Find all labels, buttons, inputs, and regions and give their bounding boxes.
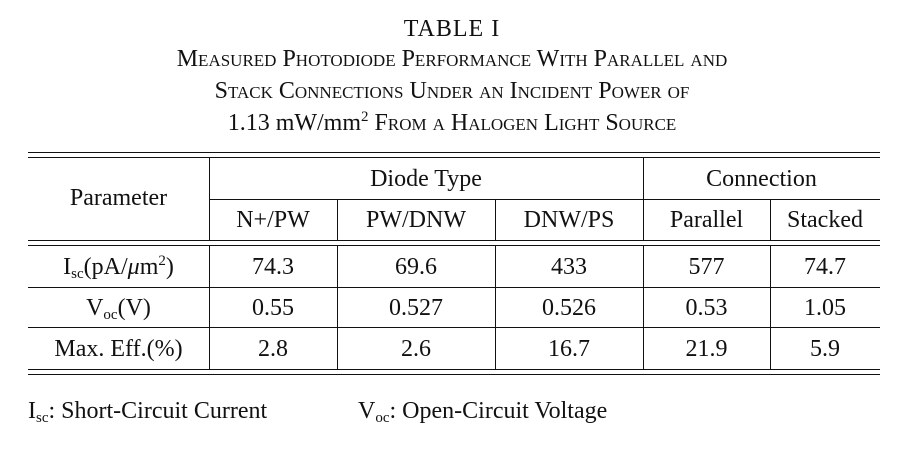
footnote-voc: Voc: Open-Circuit Voltage xyxy=(358,398,608,426)
table-cell: 21.9 xyxy=(685,336,728,362)
table-cell: 0.55 xyxy=(252,295,294,321)
row-label-isc: Isc(pA/μm2) xyxy=(28,247,209,287)
table-cell: 16.7 xyxy=(548,336,590,362)
row-label-unit-m: m xyxy=(139,254,159,280)
footnote-text: : Short-Circuit Current xyxy=(48,398,268,424)
connection-header: Connection xyxy=(706,166,817,192)
caption-line-3-rest: From a Halogen Light Source xyxy=(368,110,677,136)
table-cell: 2.8 xyxy=(258,336,288,362)
row-rule-1 xyxy=(28,287,880,288)
row-label-symbol: I xyxy=(63,254,72,280)
table-cell: 0.526 xyxy=(542,295,596,321)
table-cell: 69.6 xyxy=(395,254,437,280)
table-number: TABLE I xyxy=(403,16,501,42)
col-divider xyxy=(770,246,771,369)
caption-line-3: 1.13 mW/mm2 From a Halogen Light Source xyxy=(0,110,904,137)
caption-power-exponent: 2 xyxy=(361,109,369,125)
col-divider xyxy=(495,246,496,369)
header-bottom-rule xyxy=(28,240,880,241)
row-label-unit: (V) xyxy=(117,295,151,321)
table-cell: 577 xyxy=(688,254,725,280)
footnote-symbol: V xyxy=(358,398,376,424)
table-bottom-rule-2 xyxy=(28,374,880,375)
col-divider xyxy=(770,200,771,240)
col-divider xyxy=(643,246,644,369)
footnote-subscript: sc xyxy=(36,410,49,426)
footnote-symbol: I xyxy=(28,398,36,424)
table-cell: 74.3 xyxy=(252,254,294,280)
row-label-symbol: V xyxy=(86,295,104,321)
footnote-subscript: oc xyxy=(375,410,390,426)
caption-line-2: Stack Connections Under an Incident Powe… xyxy=(214,78,690,104)
caption-line-1: Measured Photodiode Performance With Par… xyxy=(176,46,728,72)
header-bottom-rule-2 xyxy=(28,245,880,246)
table-cell: 2.6 xyxy=(401,336,431,362)
footnote-isc: Isc: Short-Circuit Current xyxy=(28,398,268,426)
row-label-superscript: 2 xyxy=(158,253,166,269)
column-header-stacked: Stacked xyxy=(787,207,863,233)
row-label-mu: μ xyxy=(127,254,140,280)
header-subrule xyxy=(209,199,880,200)
footnote-text: : Open-Circuit Voltage xyxy=(389,398,608,424)
table-top-rule-2 xyxy=(28,157,880,158)
row-label-close: ) xyxy=(165,254,174,280)
table-bottom-rule xyxy=(28,369,880,370)
row-rule-2 xyxy=(28,327,880,328)
row-label-unit: (pA/ xyxy=(83,254,128,280)
row-label-max-eff: Max. Eff.(%) xyxy=(54,336,183,362)
row-label-voc: Voc(V) xyxy=(28,288,209,328)
table-cell: 433 xyxy=(551,254,587,280)
col-divider xyxy=(337,246,338,369)
column-header-parallel: Parallel xyxy=(669,207,744,233)
table-cell: 0.53 xyxy=(685,295,728,321)
row-label-subscript: sc xyxy=(71,266,84,282)
column-header-pwdnw: PW/DNW xyxy=(366,207,466,233)
col-divider xyxy=(209,158,210,240)
table-cell: 74.7 xyxy=(804,254,846,280)
col-divider xyxy=(643,158,644,240)
caption-power-value: 1.13 mW/mm xyxy=(227,110,362,136)
table-cell: 1.05 xyxy=(804,295,846,321)
col-divider xyxy=(337,200,338,240)
col-divider xyxy=(495,200,496,240)
col-divider xyxy=(209,246,210,369)
column-header-npw: N+/PW xyxy=(236,207,310,233)
parameter-header: Parameter xyxy=(69,185,168,211)
diode-type-header: Diode Type xyxy=(370,166,482,192)
table-cell: 0.527 xyxy=(389,295,443,321)
column-header-dnwps: DNW/PS xyxy=(523,207,615,233)
row-label-subscript: oc xyxy=(103,307,118,323)
table-top-rule xyxy=(28,152,880,153)
table-cell: 5.9 xyxy=(810,336,840,362)
